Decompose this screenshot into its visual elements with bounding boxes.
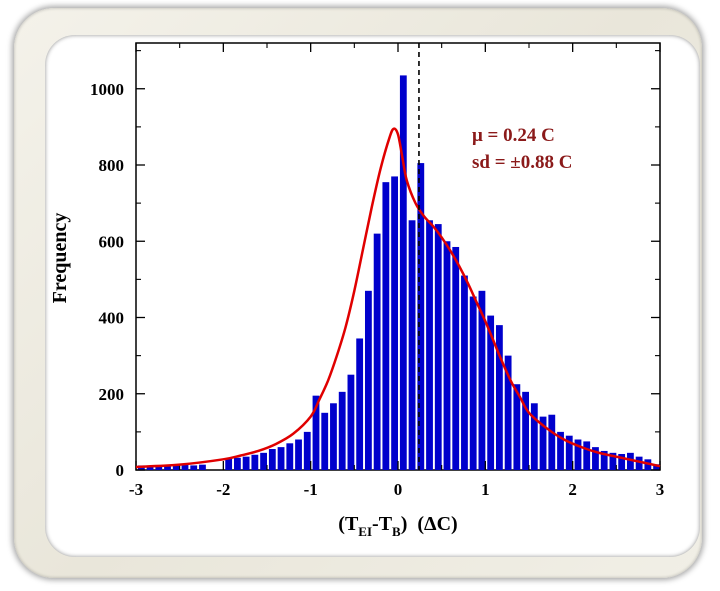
- histogram-bar: [233, 457, 241, 470]
- histogram-bar: [548, 414, 556, 470]
- histogram-bar: [251, 454, 259, 470]
- histogram-bar: [330, 403, 337, 470]
- histogram-bar: [399, 75, 407, 470]
- histogram-bar: [513, 384, 521, 470]
- histogram-bar: [618, 453, 626, 470]
- histogram-bar: [635, 456, 643, 470]
- axis-ticks-group: -3 -2 -1 0 1 2 3 0 200 400 600 800 1000: [90, 43, 664, 499]
- fit-curve: [135, 127, 661, 469]
- histogram-bar: [495, 325, 503, 471]
- histogram-bar: [303, 431, 311, 471]
- histogram-bar: [321, 412, 329, 470]
- histogram-bar: [295, 439, 302, 470]
- y-tick-label: 0: [116, 461, 125, 480]
- histogram-bar: [347, 374, 355, 470]
- histogram-bar: [434, 224, 442, 470]
- histogram-bar: [408, 220, 416, 470]
- histogram-bar: [338, 391, 346, 470]
- histogram-bar: [487, 315, 495, 470]
- histogram-bar: [190, 465, 198, 470]
- histogram-bar: [268, 449, 276, 470]
- y-tick-label: 200: [99, 385, 125, 404]
- histogram-bar: [504, 355, 512, 471]
- histogram-bar: [164, 466, 171, 470]
- x-tick-label: 3: [656, 480, 665, 499]
- histogram-bar: [199, 464, 206, 470]
- histogram-bar: [574, 439, 582, 470]
- histogram-bar: [146, 466, 154, 470]
- x-tick-label: 0: [394, 480, 403, 499]
- histogram-bar: [469, 296, 477, 470]
- histogram-bar: [609, 452, 617, 470]
- histogram-bar: [530, 403, 538, 470]
- histogram-bar: [522, 391, 529, 470]
- x-tick-label: -1: [304, 480, 318, 499]
- y-axis-label: Frequency: [49, 213, 71, 304]
- histogram-bar: [312, 395, 320, 470]
- annotation-mean: μ = 0.24 C: [472, 125, 555, 146]
- y-tick-label: 1000: [90, 80, 124, 99]
- histogram-bar: [225, 458, 233, 470]
- histogram-bar: [443, 241, 451, 470]
- histogram-bar: [557, 431, 564, 471]
- y-tick-label: 800: [99, 156, 125, 175]
- bars-group: [137, 75, 660, 471]
- histogram-bar: [155, 466, 163, 470]
- histogram-bar: [260, 452, 267, 470]
- histogram-bar: [373, 233, 381, 471]
- histogram-bar: [172, 465, 180, 470]
- x-tick-label: -2: [216, 480, 230, 499]
- histogram-bar: [364, 290, 372, 470]
- decorative-frame: [14, 8, 702, 578]
- histogram-bar: [382, 182, 390, 470]
- histogram-bar: [600, 450, 608, 470]
- histogram-bar: [242, 456, 250, 470]
- x-axis-label: (TEI-TB) (ΔC): [338, 513, 457, 539]
- y-tick-label: 400: [99, 309, 125, 328]
- histogram-bar: [565, 435, 573, 470]
- histogram-bar: [277, 447, 285, 471]
- x-tick-label: 2: [568, 480, 577, 499]
- x-tick-label: 1: [481, 480, 490, 499]
- histogram-bar: [653, 464, 660, 470]
- histogram-bar: [181, 464, 189, 470]
- y-tick-label: 600: [99, 232, 125, 251]
- annotation-sd: sd = ±0.88 C: [472, 152, 572, 173]
- histogram-bar: [539, 416, 547, 471]
- x-tick-label: -3: [129, 480, 143, 499]
- histogram-bar: [391, 176, 398, 470]
- histogram-bar: [592, 447, 599, 471]
- histogram-bar: [356, 338, 364, 470]
- histogram-bar: [426, 220, 433, 470]
- histogram-bar: [583, 441, 591, 470]
- histogram-bar: [286, 443, 294, 470]
- histogram-bar: [417, 163, 425, 470]
- histogram-bar: [452, 246, 460, 470]
- histogram-bar: [478, 290, 486, 470]
- histogram-bar: [461, 275, 468, 470]
- histogram-bar: [626, 452, 634, 470]
